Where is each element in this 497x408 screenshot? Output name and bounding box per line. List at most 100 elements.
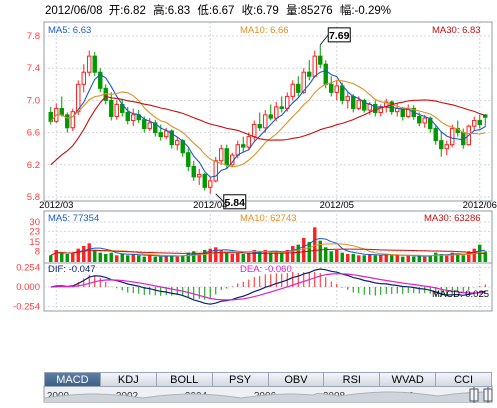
price-legend-ma5: MA5: 6.63 bbox=[48, 25, 91, 36]
candle-body bbox=[362, 99, 367, 111]
volume-bar bbox=[258, 251, 262, 262]
candle-body bbox=[59, 107, 64, 116]
volume-bar bbox=[247, 252, 251, 262]
candle-body bbox=[87, 55, 92, 73]
volume-bar bbox=[197, 254, 201, 262]
candle-body bbox=[65, 114, 70, 129]
tab-kdj[interactable]: KDJ bbox=[99, 372, 156, 387]
candle-body bbox=[439, 140, 444, 150]
candle-body bbox=[98, 71, 103, 89]
volume-bar bbox=[120, 254, 124, 262]
volume-bar bbox=[159, 256, 163, 262]
volume-tick-label: 8 bbox=[35, 246, 40, 257]
header-quote: 2012/06/08 开:6.82 高:6.83 低:6.67 收:6.79 量… bbox=[45, 3, 391, 17]
volume-bar bbox=[445, 255, 449, 262]
volume-ma30-line bbox=[50, 248, 486, 256]
candle-body bbox=[252, 124, 257, 138]
volume-bar bbox=[373, 255, 377, 262]
volume-panel bbox=[43, 210, 493, 264]
tab-rsi[interactable]: RSI bbox=[323, 372, 380, 387]
volume-bar bbox=[208, 248, 212, 262]
volume-bar bbox=[93, 250, 97, 262]
candle-body bbox=[175, 140, 180, 146]
candle-body bbox=[389, 101, 394, 113]
volume-bar bbox=[401, 256, 405, 262]
volume-bar bbox=[472, 248, 476, 262]
candle-body bbox=[274, 106, 279, 119]
quote-open: 6.82 bbox=[123, 5, 145, 17]
candle-body bbox=[213, 160, 218, 182]
candle-body bbox=[241, 144, 246, 148]
quote-close: 6.79 bbox=[256, 5, 278, 17]
volume-bar bbox=[175, 256, 179, 262]
tab-wvad[interactable]: WVAD bbox=[379, 372, 436, 387]
price-legend-ma30: MA30: 6.83 bbox=[432, 25, 481, 36]
volume-bar bbox=[148, 255, 152, 262]
volume-bar bbox=[49, 255, 53, 262]
candle-body bbox=[318, 55, 323, 65]
candle-body bbox=[307, 71, 312, 77]
tab-psy[interactable]: PSY bbox=[211, 372, 268, 387]
candle-body bbox=[48, 111, 53, 122]
candle-body bbox=[81, 71, 86, 85]
volume-bar bbox=[71, 252, 75, 262]
candle-body bbox=[285, 95, 290, 109]
candle-body bbox=[191, 165, 196, 178]
quote-low-label: 低: bbox=[197, 4, 212, 17]
candle-body bbox=[345, 95, 350, 101]
volume-bar bbox=[236, 252, 240, 262]
candle-body bbox=[202, 173, 207, 188]
macd-dif-line bbox=[50, 268, 486, 305]
volume-bar bbox=[137, 255, 141, 262]
volume-bar bbox=[439, 254, 443, 262]
volume-bar bbox=[241, 254, 245, 262]
tab-cci[interactable]: CCI bbox=[435, 372, 492, 387]
candle-body bbox=[444, 144, 449, 150]
volume-bar bbox=[291, 246, 295, 262]
volume-bar bbox=[483, 251, 487, 262]
timeline-range-handle[interactable] bbox=[483, 386, 493, 403]
volume-bar bbox=[395, 255, 399, 262]
macd-legend-dif: DIF: -0.047 bbox=[48, 264, 96, 275]
volume-bar bbox=[54, 250, 58, 262]
volume-bar bbox=[450, 252, 454, 262]
volume-bar bbox=[269, 252, 273, 262]
candle-body bbox=[312, 55, 317, 77]
volume-bar bbox=[203, 250, 207, 262]
timeline-range-handle[interactable] bbox=[469, 386, 479, 403]
tab-macd[interactable]: MACD bbox=[44, 372, 100, 387]
price-ma5-line bbox=[50, 69, 486, 178]
volume-legend-ma30: MA30: 63286 bbox=[424, 213, 481, 224]
candle-body bbox=[169, 130, 174, 146]
candle-body bbox=[70, 111, 75, 129]
volume-bar bbox=[346, 254, 350, 262]
quote-volume: 85276 bbox=[301, 5, 333, 17]
tab-boll[interactable]: BOLL bbox=[155, 372, 212, 387]
volume-bar bbox=[76, 248, 80, 262]
macd-legend-dea: DEA: -0.060 bbox=[240, 264, 292, 275]
volume-bar bbox=[340, 252, 344, 262]
volume-bar bbox=[131, 254, 135, 262]
price-legend-ma10: MA10: 6.66 bbox=[240, 25, 289, 36]
volume-bar bbox=[362, 255, 366, 262]
candle-body bbox=[477, 120, 482, 126]
indicator-tabs: MACD KDJ BOLL PSY OBV RSI WVAD CCI bbox=[44, 372, 492, 387]
candle-body bbox=[142, 119, 147, 130]
tab-obv[interactable]: OBV bbox=[267, 372, 324, 387]
volume-bar bbox=[406, 255, 410, 262]
volume-bar bbox=[274, 251, 278, 262]
volume-bar bbox=[423, 256, 427, 262]
candle-body bbox=[472, 120, 477, 127]
volume-tick-label: 30 bbox=[29, 217, 40, 228]
candle-body bbox=[235, 144, 240, 156]
candle-body bbox=[219, 148, 224, 162]
candle-body bbox=[246, 136, 251, 148]
volume-bar bbox=[318, 240, 322, 262]
volume-bar bbox=[87, 243, 91, 262]
volume-bar bbox=[98, 252, 102, 262]
quote-low: 6.67 bbox=[212, 5, 234, 17]
candle-body bbox=[114, 103, 119, 118]
volume-bar bbox=[313, 227, 317, 262]
candle-body bbox=[164, 130, 169, 138]
volume-bar bbox=[104, 254, 108, 262]
